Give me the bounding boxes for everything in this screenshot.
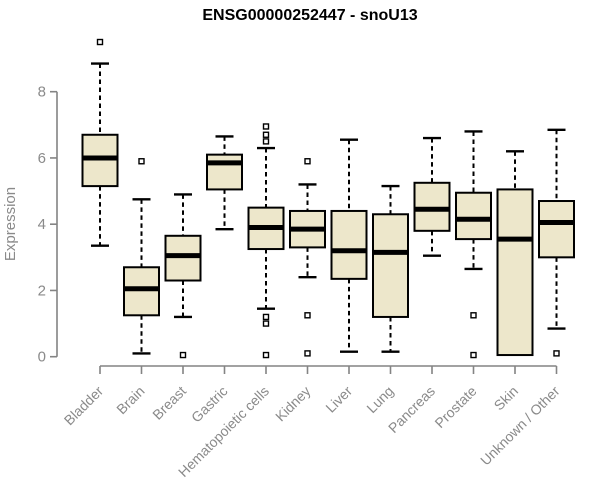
outlier-point: [304, 350, 311, 357]
outlier-point: [262, 131, 270, 138]
y-tick-label: 2: [38, 282, 46, 299]
outlier-point: [304, 312, 311, 319]
box-group: [330, 138, 368, 353]
box-group: [206, 135, 243, 231]
box-group: [538, 128, 575, 357]
outlier-point: [470, 351, 477, 359]
box-group: [496, 150, 534, 357]
iqr-box: [455, 191, 492, 241]
outlier-point: [262, 123, 270, 130]
box-group: [247, 123, 285, 359]
box-group: [81, 38, 119, 247]
box-group: [372, 184, 409, 353]
y-tick-label: 6: [38, 150, 46, 167]
chart-title: ENSG00000252447 - snoU13: [202, 7, 417, 24]
x-tick-label: Kidney: [272, 383, 314, 425]
box-group: [413, 136, 451, 257]
y-axis-label: Expression: [2, 187, 19, 261]
box-group: [289, 158, 326, 357]
outlier-point: [262, 313, 270, 321]
x-tick-label: Prostate: [431, 383, 479, 431]
outlier-point: [304, 158, 311, 165]
outlier-point: [470, 312, 477, 319]
y-tick-label: 4: [38, 216, 46, 233]
outlier-point: [96, 38, 104, 46]
x-tick-label: Breast: [149, 383, 189, 423]
x-tick-label: Bladder: [61, 383, 107, 429]
iqr-box: [538, 200, 575, 259]
box-group: [164, 193, 202, 359]
x-tick-label: Skin: [491, 383, 522, 414]
outlier-point: [553, 350, 560, 357]
outlier-point: [262, 320, 270, 327]
box-group: [123, 158, 160, 355]
iqr-box: [496, 188, 534, 357]
iqr-box: [330, 209, 368, 280]
outlier-point: [179, 351, 187, 359]
box-series: [81, 38, 575, 359]
iqr-box: [206, 153, 243, 191]
y-tick-label: 8: [38, 84, 46, 101]
x-tick-label: Brain: [113, 383, 147, 417]
outlier-point: [262, 138, 270, 145]
outlier-point: [262, 351, 270, 359]
outlier-point: [138, 158, 145, 165]
box-group: [455, 130, 492, 359]
iqr-box: [372, 213, 409, 318]
x-tick-label: Unknown / Other: [477, 383, 563, 469]
x-tick-label: Lung: [363, 383, 396, 416]
y-tick-label: 0: [38, 349, 46, 366]
x-tick-label: Liver: [322, 383, 355, 416]
